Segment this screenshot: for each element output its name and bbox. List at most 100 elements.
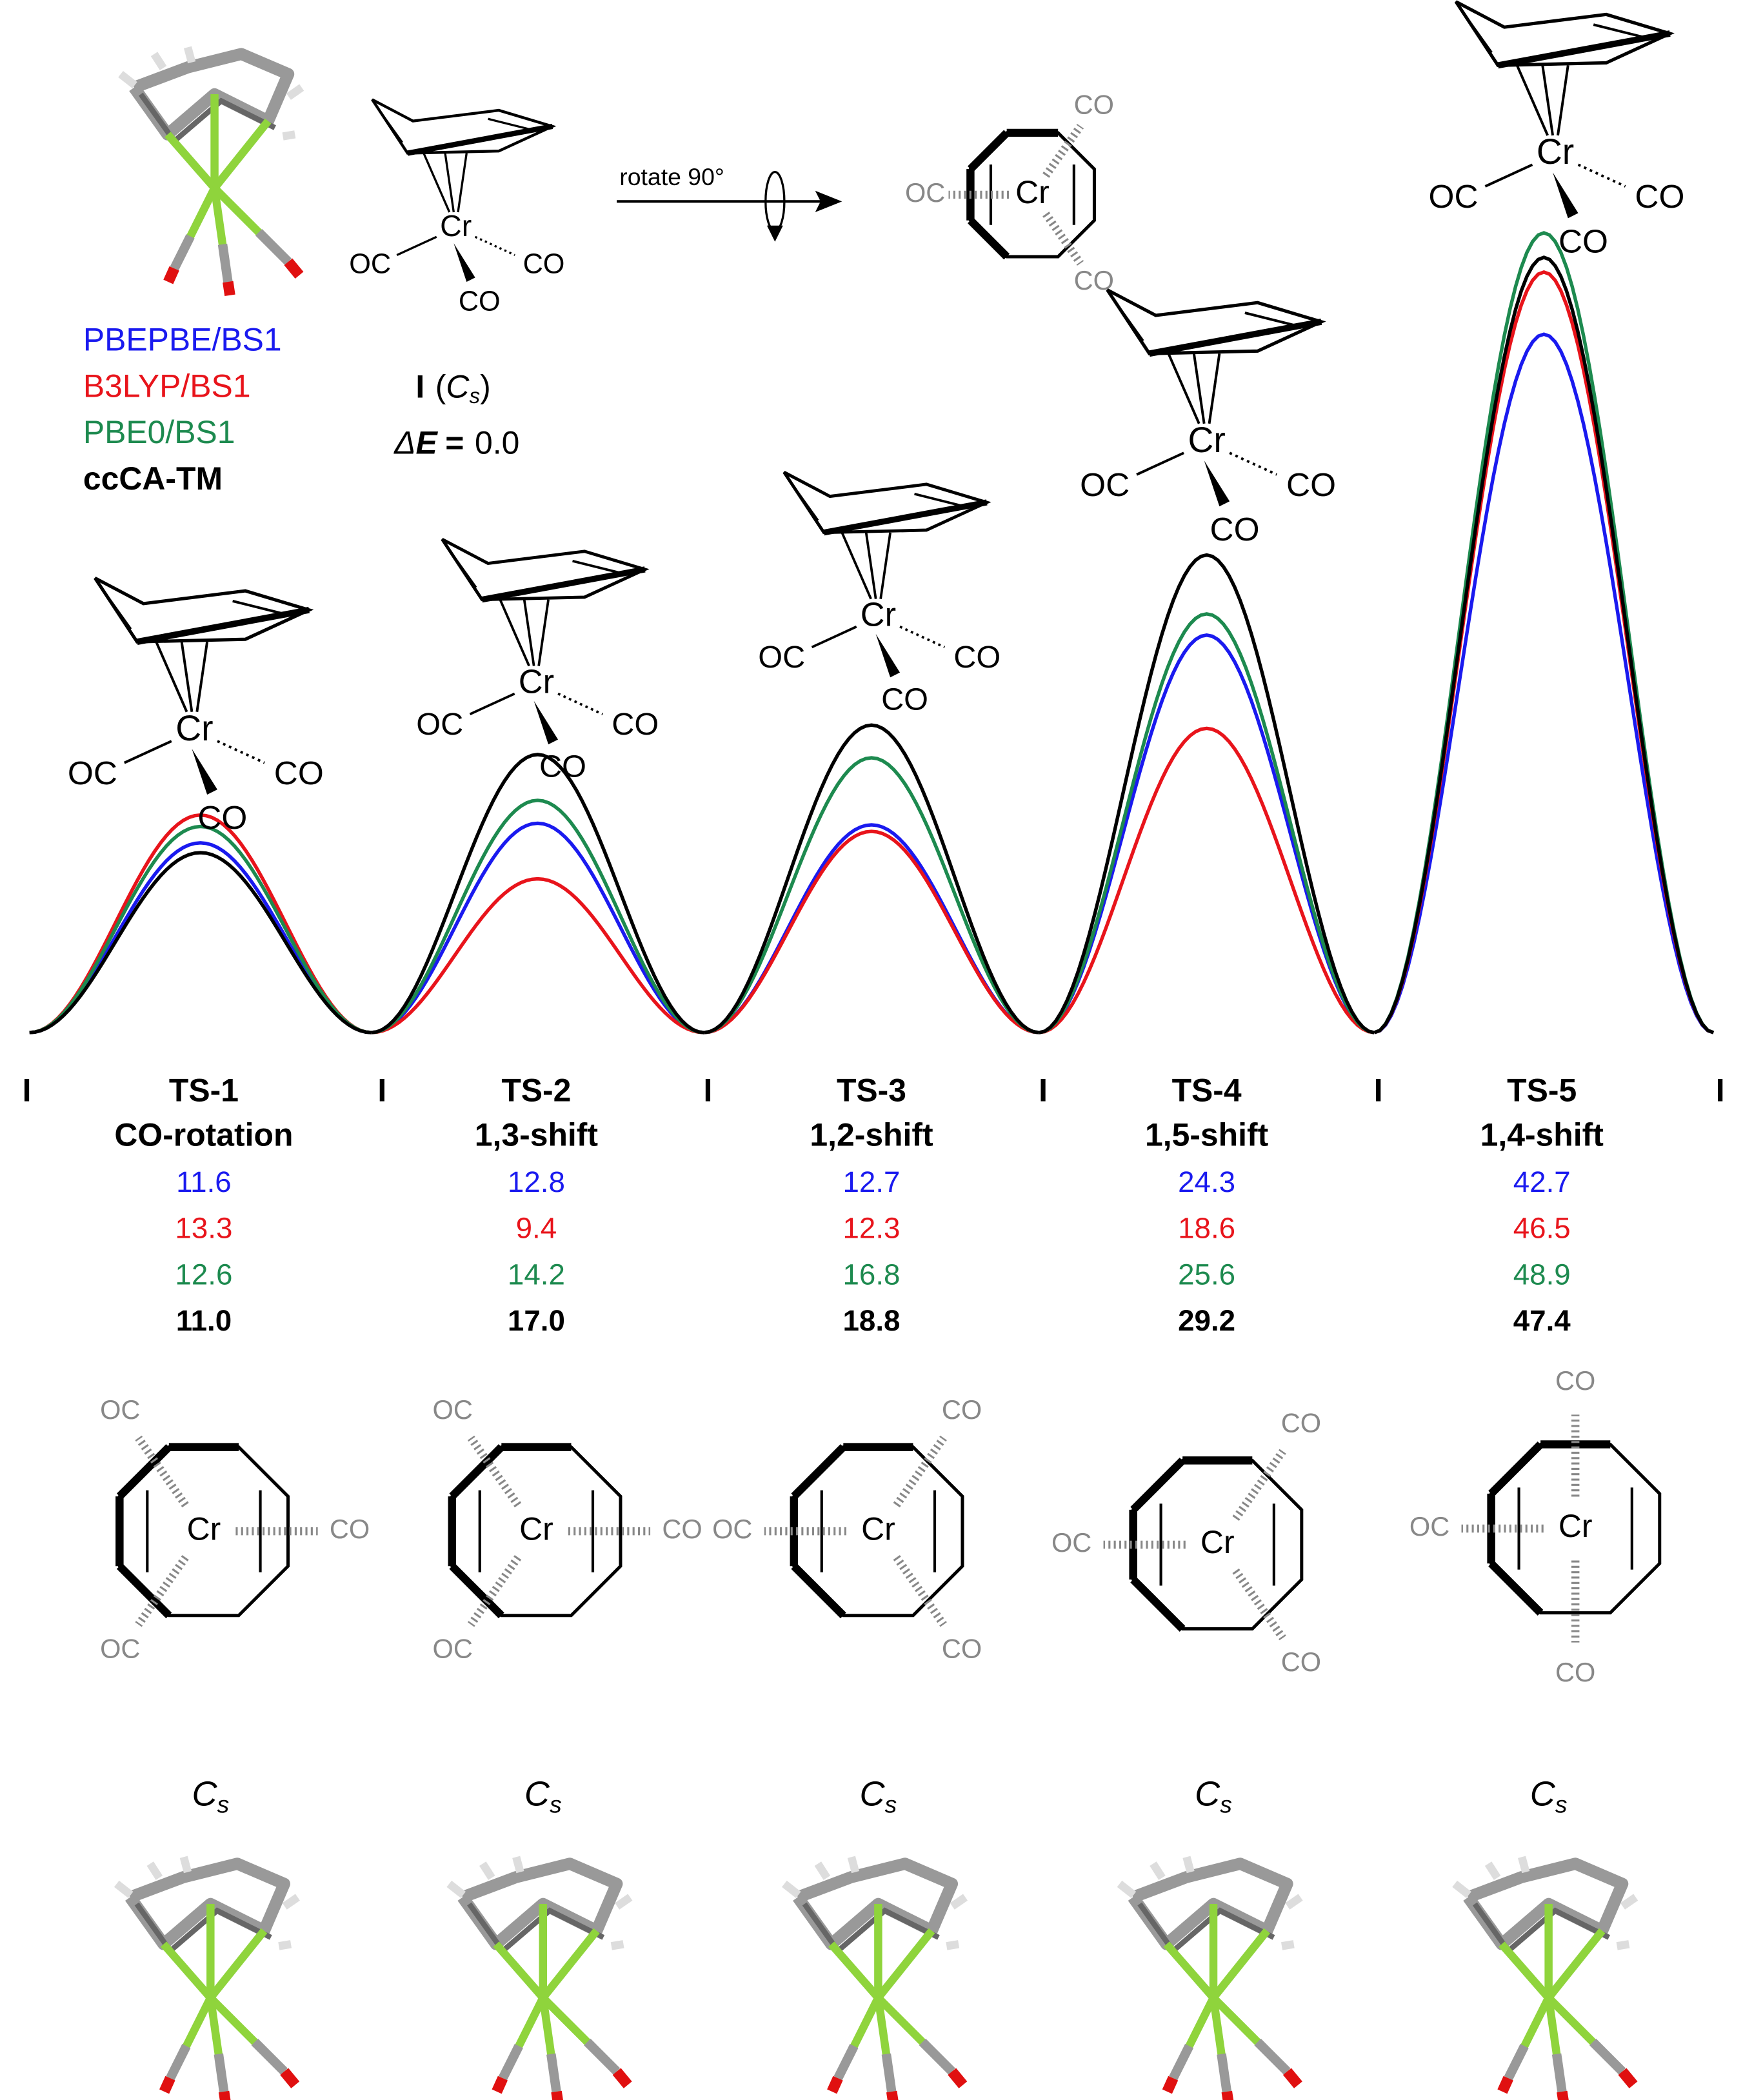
ball-stick-model <box>446 1856 633 2100</box>
ts-label: TS-1 <box>169 1073 239 1109</box>
ring-sticks <box>457 1857 623 1950</box>
carbonyl-label: OC <box>1429 178 1479 215</box>
metal-label: Cr <box>1537 132 1574 172</box>
h-stick <box>286 84 304 100</box>
metal-label: Cr <box>440 209 472 243</box>
metal-bond <box>195 641 209 712</box>
ts-label: TS-3 <box>837 1073 906 1109</box>
value-label: 14.2 <box>508 1258 565 1291</box>
carbonyl-label: CO <box>953 640 1001 675</box>
co-bond <box>396 235 437 256</box>
ts-description: 1,4-shift <box>1480 1116 1604 1153</box>
carbonyl-label: CO <box>523 249 565 280</box>
point-group-symbol: C <box>446 368 470 404</box>
carbonyl-label: CO <box>612 707 659 742</box>
oxygen-stick <box>163 266 179 284</box>
ring-bond <box>481 566 646 603</box>
h-stick <box>1280 1940 1295 1950</box>
ring-bond <box>967 217 1010 260</box>
h-stick <box>1285 1894 1303 1910</box>
ts-label: TS-2 <box>501 1073 571 1109</box>
carbonyl-label: OC <box>433 1633 473 1663</box>
metal-bond <box>155 641 188 713</box>
energy-curve <box>1373 231 1715 1035</box>
minimum-label: I <box>1716 1073 1725 1109</box>
carbonyl-label: CO <box>1555 1657 1595 1687</box>
equals: = <box>445 425 464 461</box>
value-label: 25.6 <box>1178 1258 1235 1291</box>
wedge-bond <box>533 700 559 745</box>
piano-stool-structure: Cr OC CO CO <box>1429 0 1684 259</box>
energy-curve <box>1039 612 1375 1035</box>
energy-value: 0.0 <box>475 425 519 461</box>
h-stick <box>782 1880 801 1898</box>
metal-label: Cr <box>519 663 554 700</box>
co-stick <box>217 243 233 283</box>
value-label: 12.7 <box>843 1165 901 1198</box>
oxygen-stick <box>827 2075 843 2094</box>
ball-stick-model <box>114 1856 300 2100</box>
metal-stick <box>207 1928 268 2001</box>
ring-sticks <box>129 48 295 141</box>
energy-curve <box>1373 332 1715 1035</box>
metal-bond <box>1557 65 1569 136</box>
carbonyl-label: CO <box>1286 466 1336 503</box>
energy-curve <box>371 821 704 1035</box>
value-label: 11.6 <box>176 1165 232 1198</box>
rotation-label: rotate 90° <box>619 163 724 190</box>
co-bond <box>474 235 515 256</box>
value-label: 24.3 <box>1178 1165 1235 1198</box>
ball-stick-model <box>782 1856 968 2100</box>
carbonyl-label: CO <box>1555 1365 1595 1396</box>
co-stick <box>1169 2044 1194 2081</box>
ring-bond <box>450 553 477 589</box>
co-stick <box>166 2044 191 2081</box>
legend-entry: B3LYP/BS1 <box>83 368 251 404</box>
h-stick <box>150 52 167 70</box>
metal-stick <box>1545 1928 1606 2001</box>
ring-bond <box>116 1563 172 1619</box>
piano-stool-structure: Cr OC CO CO <box>758 471 1001 717</box>
ring-sticks <box>134 1902 272 1955</box>
metal-bond <box>1515 64 1549 136</box>
oxygen-stick <box>1497 2075 1513 2094</box>
carbonyl-label: CO <box>539 749 586 784</box>
top-view-structure: Cr OC CO OC <box>433 1394 702 1663</box>
point-group-symbol: C <box>1195 1775 1220 1814</box>
ring-bond <box>1488 1441 1544 1497</box>
ring-sticks <box>802 1902 940 1955</box>
h-stick <box>1117 1880 1137 1898</box>
carbonyl-label: CO <box>942 1633 982 1663</box>
value-label: 9.4 <box>516 1212 557 1245</box>
point-group-label: Cs <box>1195 1775 1232 1818</box>
ring-bond <box>1244 312 1297 327</box>
carbonyl-label: CO <box>1074 90 1114 120</box>
metal-bond <box>1541 65 1555 136</box>
metal-bond <box>1192 353 1206 424</box>
co-stick <box>1551 2053 1567 2092</box>
energy-curve <box>371 877 704 1035</box>
top-view-structure: Cr CO OC CO <box>1409 1365 1662 1687</box>
ring-sticks <box>467 1902 605 1955</box>
minimum-label: I <box>703 1073 712 1109</box>
metal-stick <box>160 1941 214 2001</box>
metal-stick <box>539 1928 600 2001</box>
oxygen-stick <box>1557 2090 1569 2100</box>
energy-variable: E <box>416 425 439 461</box>
point-group-symbol: C <box>192 1775 217 1814</box>
co-bond <box>899 625 946 649</box>
h-stick <box>479 1861 495 1880</box>
point-group-symbol: C <box>860 1775 886 1814</box>
metal-stick <box>1210 1928 1271 2001</box>
wedge-bond <box>1553 172 1579 219</box>
co-stick <box>1589 2038 1626 2075</box>
carbonyl-label: CO <box>1210 511 1260 548</box>
metal-stick <box>828 1941 882 2001</box>
point-group-label: Cs <box>860 1775 897 1818</box>
carbonyl-label: CO <box>274 755 324 791</box>
carbonyl-label: CO <box>459 286 501 317</box>
point-group-subscript: s <box>1555 1790 1568 1818</box>
energy-curve <box>1373 255 1715 1035</box>
co-bond <box>811 625 857 649</box>
ring-bond <box>792 486 819 522</box>
